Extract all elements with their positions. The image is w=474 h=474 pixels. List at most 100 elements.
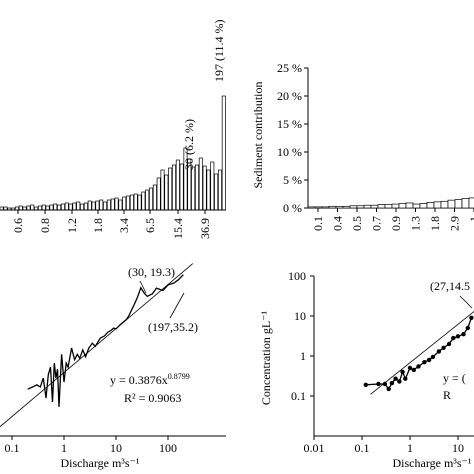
panel-d-equation: y = ( [443,371,466,385]
panel-b-x-tick-label: 0.1 [311,216,325,231]
panel-b-chart: Sediment contribution 0 % 5 % 10 % 15 % 20 %… [251,61,474,231]
panel-d-point [426,357,432,363]
panel-b-x-tick-label: 1 [467,216,474,222]
panel-a-bar [99,199,104,211]
panel-a-chart: 0.6 0.8 1.2 1.8 3.4 6.5 15.4 36.9 30 (6.2 %) 19… [0,19,226,239]
panel-a-bar [110,198,115,211]
panel-d-r-squared: R [443,388,451,402]
panel-b-bar [370,204,379,209]
panel-d-point [461,332,466,337]
panel-c-x-tick-label: 100 [159,441,177,455]
panel-d-point [376,381,381,387]
panel-a-bar [164,174,169,211]
panel-d-point [403,376,408,381]
panel-d-point [397,379,402,384]
panel-b-bar [335,205,344,209]
panel-a-bar [152,184,157,211]
panel-a-peak-label-1: 30 (6.2 %) [182,119,196,170]
panel-a-bar [221,95,226,211]
panel-b-bar [328,205,337,209]
panel-d-point [455,334,461,339]
panel-b-y-tick-label: 25 % [277,61,302,75]
panel-a-bar [26,205,31,211]
panel-d-point [386,386,391,392]
panel-a-x-tick-label: 6.5 [143,218,157,233]
panel-b-x-tick-label: 0.9 [389,216,403,231]
panel-b-bar [384,204,393,209]
panel-a-bar [122,196,127,211]
panel-d-point [363,382,368,387]
panel-a-bar [57,204,62,211]
panel-a-bar [195,164,199,211]
panel-d-point [422,360,427,365]
panel-a-bar [72,202,77,211]
panel-a-x-tick-label: 15.4 [171,218,185,239]
panel-a-bar [64,202,69,211]
panel-a-peak-label-2: 197 (11.4 %) [212,19,226,82]
panel-b-bar [398,203,407,209]
panel-d-point [382,381,388,387]
panel-c-x-ticks: 0.1 1 10 100 [5,436,177,455]
panel-d-y-tick-label: 0.1 [291,389,306,403]
panel-a-bar [217,169,222,211]
panel-a-bar [210,161,215,211]
panel-a-bar [214,173,219,211]
panel-b-y-tick-label: 20 % [277,89,302,103]
panel-d-annotation: (27,14.5 [430,279,470,293]
panel-d-y-tick-label: 1 [300,349,306,363]
panel-b-bar [307,206,316,209]
panel-b-x-tick-label: 2.9 [448,216,462,231]
panel-b-bar [412,203,421,209]
panel-a-x-tick-label: 36.9 [198,218,212,239]
panel-a-x-tick-label: 3.4 [117,218,131,233]
panel-c-equation-exponent: 0.8799 [168,372,190,381]
panel-a-bar [133,193,138,211]
panel-b-bar [468,197,474,209]
panel-d-point [436,349,442,354]
panel-a-bar [172,164,176,211]
panel-a-bar [198,157,203,211]
panel-d-y-tick-label: 100 [288,269,306,283]
panel-a-bar [45,205,50,211]
panel-b-bar [321,206,330,209]
panel-a-bar [80,203,85,211]
panel-b-bar [447,199,456,209]
panel-a-bar [175,159,180,211]
panel-a-bar [118,199,123,211]
panel-b-bar [363,204,372,209]
panel-a-bar [156,177,161,211]
panel-d-point [416,364,421,369]
panel-c-x-tick-label: 0.1 [5,441,20,455]
panel-d-y-axis-label: Concentration gL⁻¹ [259,310,273,405]
panel-d-points [363,315,474,392]
panel-c-x-tick-label: 10 [110,441,122,455]
panel-c-x-tick-label: 1 [61,441,67,455]
panel-c-x-axis-label: Discharge m³s⁻¹ [61,456,140,470]
panel-d-x-tick-label: 10 [452,441,464,455]
panel-a-bar [202,165,207,211]
panel-c-annotation-2-arrow [169,292,185,319]
panel-d-annotation-arrow [459,295,473,309]
panel-a-bar [91,201,96,211]
panel-a-bar [37,205,42,211]
panel-a-bar [95,200,100,211]
panel-b-x-tick-label: 0.4 [331,216,345,231]
panel-b-bar [356,205,365,209]
panel-a-bar [53,203,58,211]
panel-d-point [441,345,446,350]
panel-d-x-ticks: 0.01 0.1 1 10 [304,436,464,455]
panel-a-bar [83,202,88,211]
panel-b-x-ticks: 0.1 0.4 0.5 0.7 0.9 1.3 1.8 2.9 1 [311,208,474,231]
panel-a-x-ticks: 0.6 0.8 1.2 1.8 3.4 6.5 15.4 36.9 [11,210,212,239]
panel-d-point [451,335,456,341]
panel-b-y-tick-label: 10 % [277,145,302,159]
panel-a-bar [114,197,119,211]
panel-a-bar [129,194,134,211]
panel-b-y-ticks: 0 % 5 % 10 % 15 % 20 % 25 % [277,61,308,215]
panel-b-bar [461,198,470,209]
panel-b-x-tick-label: 0.5 [350,216,364,231]
panel-a-bar [145,189,150,211]
panel-d-y-ticks: 0.1 1 10 100 [288,269,314,403]
panel-b-bar [454,199,463,209]
